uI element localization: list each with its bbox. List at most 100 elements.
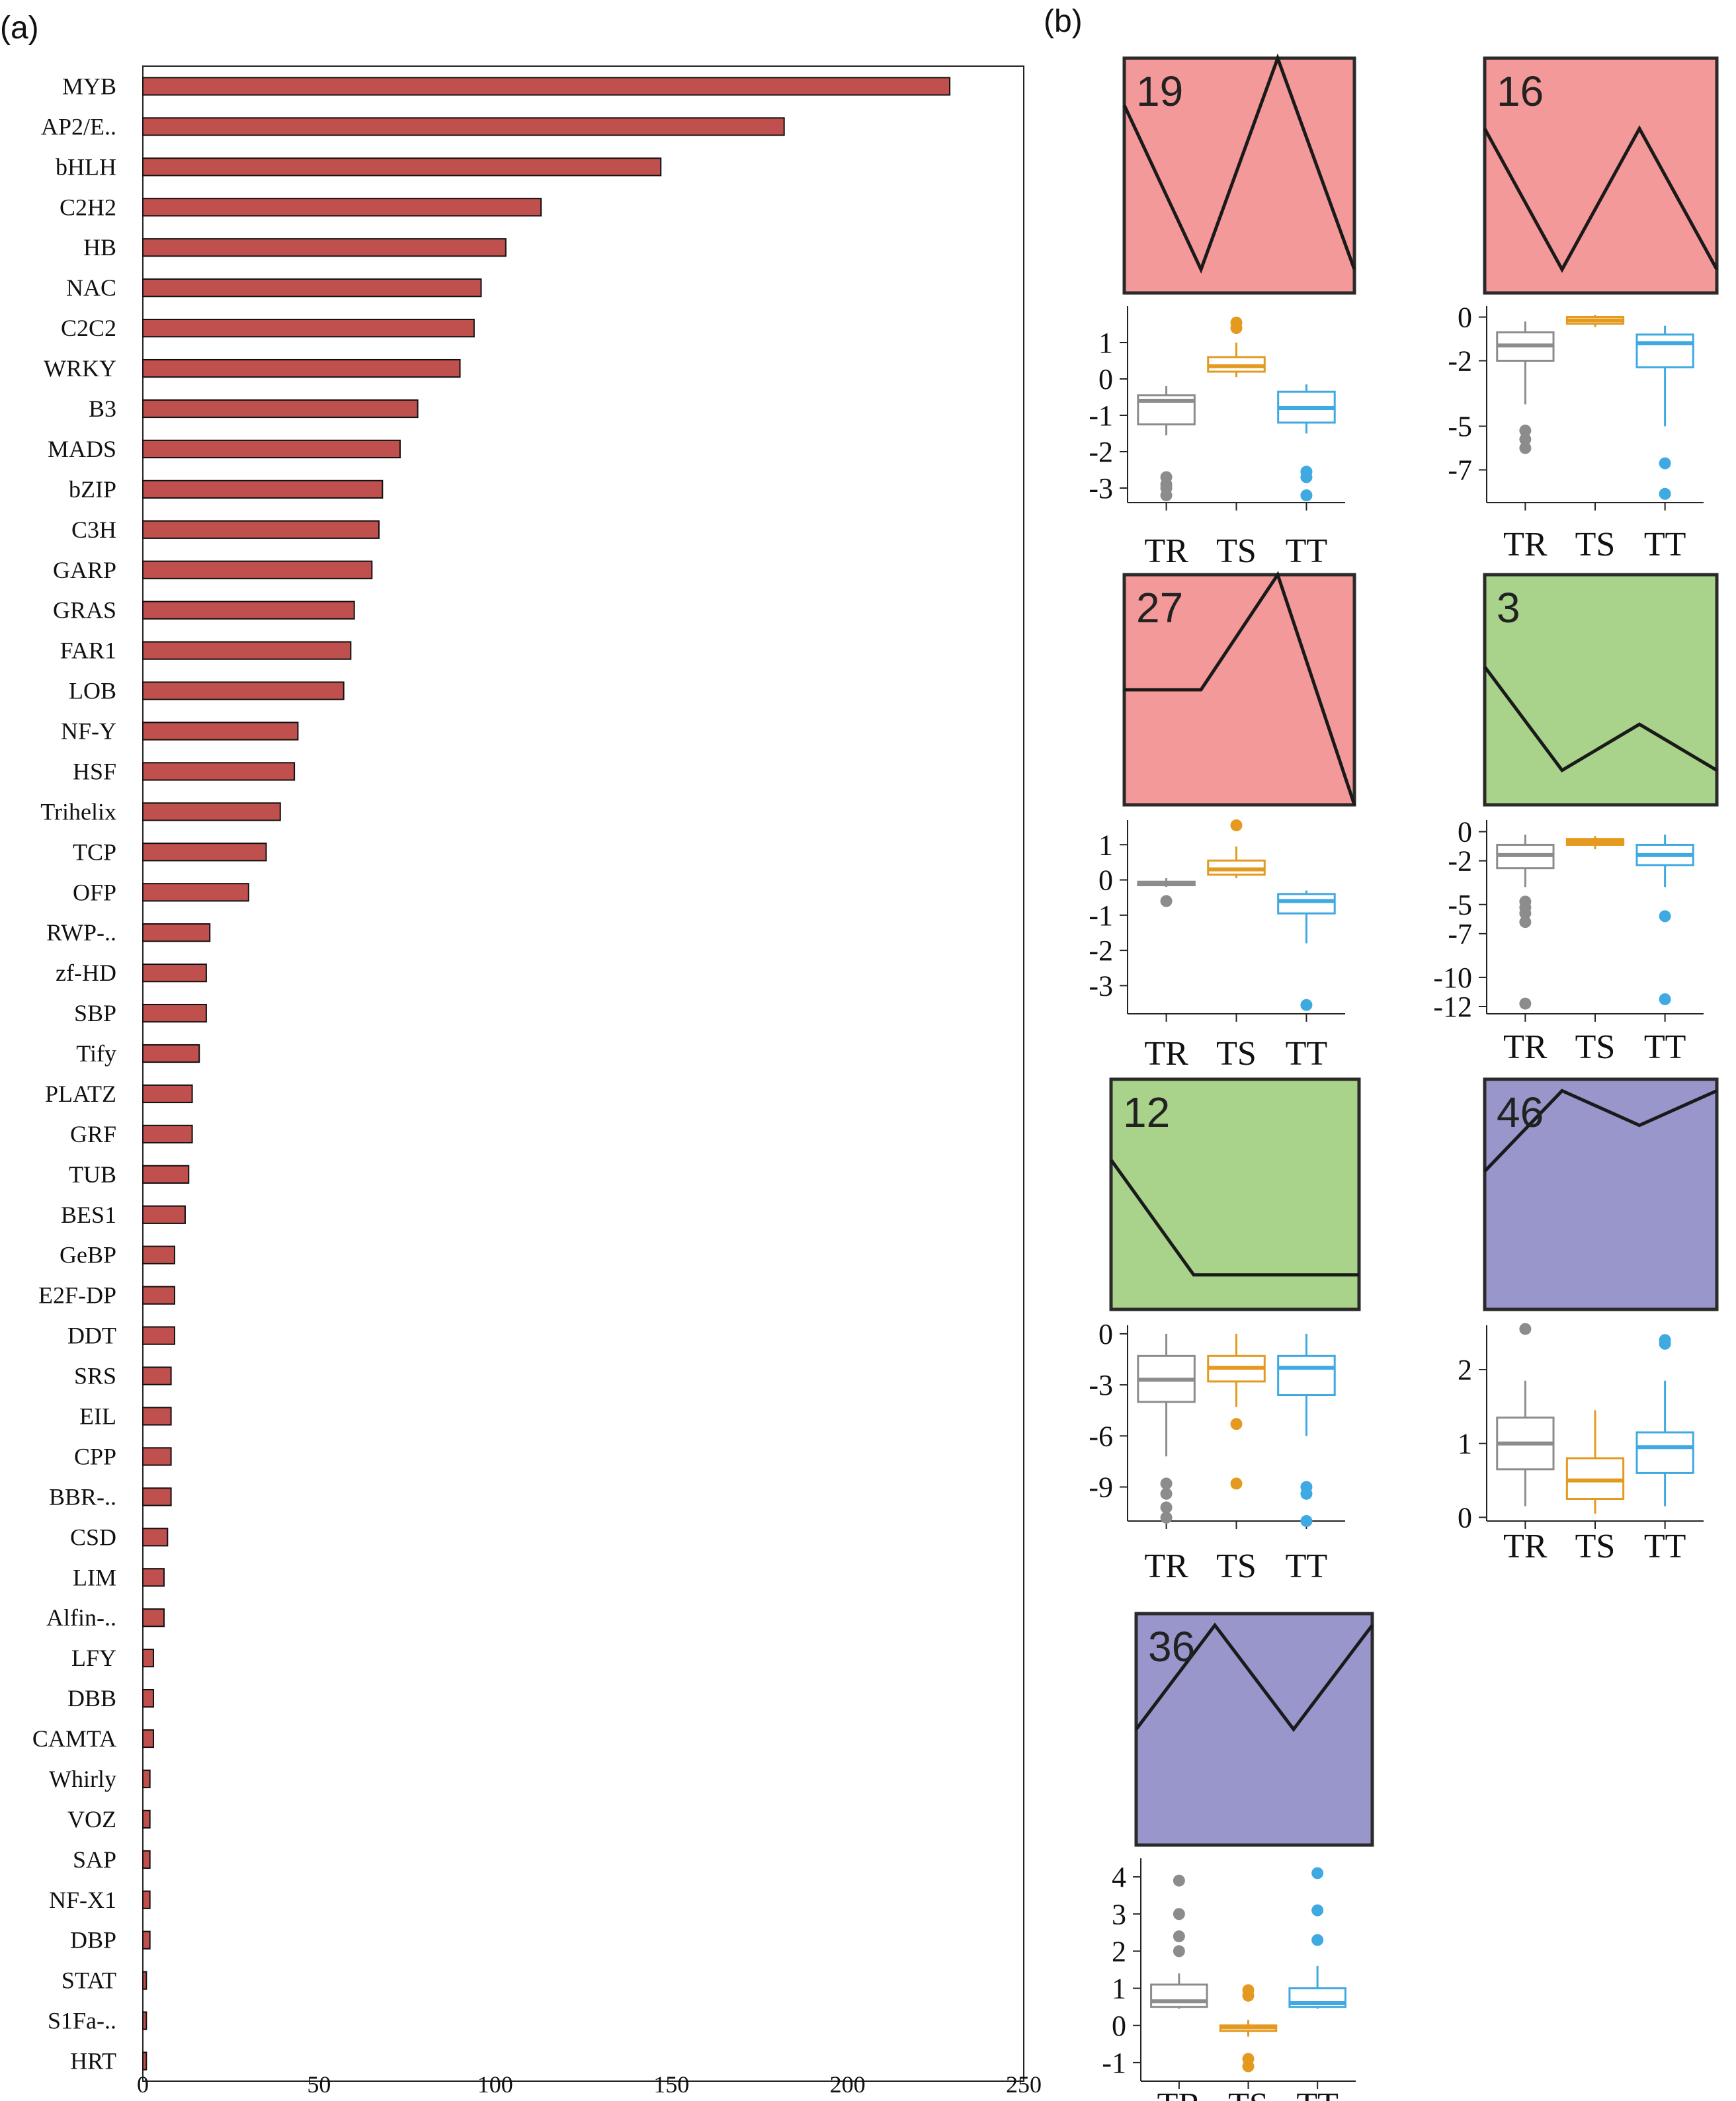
category-label: NF-X1 [49, 1887, 116, 1913]
bar [142, 520, 380, 539]
outlier-point [1659, 487, 1671, 500]
outlier-point [1160, 1511, 1173, 1524]
category-label: OFP [73, 879, 116, 905]
x-category-label: TR [1503, 1528, 1548, 1565]
category-label: Trihelix [40, 798, 116, 825]
cluster-number: 19 [1136, 67, 1183, 115]
bar [142, 1003, 207, 1023]
x-category-label: TT [1286, 1035, 1328, 1073]
bar [142, 439, 401, 459]
category-label: Alfin-.. [46, 1604, 116, 1631]
category-label: BBR-.. [49, 1483, 116, 1510]
bar [142, 560, 373, 579]
bar [142, 1930, 151, 1950]
panel-b-label: (b) [1044, 4, 1083, 39]
bar [142, 319, 475, 338]
x-category-label: TR [1503, 526, 1548, 563]
y-tick-label: -1 [1089, 399, 1113, 432]
y-tick-label: -2 [1089, 934, 1113, 967]
bar [142, 1971, 147, 1990]
category-label: C3H [71, 516, 116, 543]
x-tick-label: 200 [830, 2071, 866, 2098]
category-label: SAP [73, 1846, 116, 1873]
x-category-label: TR [1503, 1028, 1548, 1066]
x-category-label: TS [1216, 1035, 1257, 1073]
y-tick-label: -7 [1448, 918, 1472, 950]
bar [142, 278, 482, 298]
y-tick-label: 0 [1112, 2010, 1126, 2042]
bar [142, 802, 281, 821]
outlier-point [1659, 910, 1671, 923]
outlier-point [1311, 1904, 1324, 1916]
category-label: DDT [67, 1323, 116, 1349]
cluster-profile-box [1122, 56, 1356, 295]
bar [142, 1729, 154, 1749]
bar [142, 1447, 172, 1466]
outlier-point [1160, 489, 1173, 501]
outlier-point [1242, 2060, 1255, 2073]
outlier-point [1173, 1945, 1185, 1957]
cluster-profile-line [1483, 665, 1718, 773]
bar [142, 883, 249, 902]
outlier-point [1300, 489, 1313, 501]
bar [142, 721, 299, 741]
category-label: TUB [69, 1161, 116, 1188]
y-tick-label: 1 [1112, 1973, 1126, 2005]
bar [142, 1688, 154, 1708]
category-label: PLATZ [45, 1081, 116, 1107]
cluster-number: 27 [1136, 584, 1183, 632]
x-category-label: TT [1644, 1028, 1686, 1066]
cluster-number: 3 [1497, 584, 1520, 632]
bar [142, 238, 507, 257]
cluster-number: 36 [1148, 1623, 1195, 1670]
bar [142, 1809, 151, 1829]
category-label: bZIP [69, 476, 116, 503]
cluster-number: 12 [1123, 1089, 1170, 1136]
outlier-point [1160, 895, 1173, 907]
category-label: NF-Y [61, 718, 116, 745]
bar [142, 77, 951, 96]
cluster-number: 16 [1497, 67, 1544, 115]
x-category-label: TS [1575, 1028, 1616, 1066]
bar [142, 1890, 151, 1909]
category-label: CSD [70, 1524, 116, 1550]
bar [142, 1568, 165, 1587]
outlier-point [1659, 457, 1671, 470]
y-tick-label: 0 [1098, 1318, 1113, 1350]
y-tick-label: 0 [1458, 816, 1472, 848]
category-label: Tify [76, 1040, 116, 1067]
outlier-point [1230, 316, 1243, 329]
y-tick-label: 0 [1098, 864, 1113, 897]
bar [142, 1528, 169, 1547]
category-label: MADS [48, 436, 116, 462]
y-tick-label: -2 [1448, 845, 1472, 878]
bar [142, 399, 419, 419]
y-tick-label: 1 [1458, 1428, 1472, 1460]
cluster-profile-line [1122, 53, 1356, 274]
y-tick-label: 2 [1458, 1354, 1472, 1386]
outlier-point [1160, 1501, 1173, 1514]
cluster-profile-line [1483, 125, 1719, 273]
category-label: WRKY [44, 355, 116, 382]
bar [142, 1487, 172, 1506]
category-label: BES1 [61, 1202, 116, 1228]
outlier-point [1519, 1323, 1532, 1335]
x-tick-label: 250 [1006, 2071, 1042, 2098]
x-category-label: TR [1144, 1035, 1188, 1073]
y-tick-label: 3 [1112, 1898, 1126, 1930]
category-label: C2C2 [61, 315, 116, 341]
category-label: RWP-.. [46, 919, 116, 946]
outlier-point [1519, 425, 1532, 437]
x-category-label: TS [1575, 1528, 1616, 1565]
y-tick-label: -1 [1089, 899, 1113, 932]
bar [142, 1084, 193, 1104]
bar [142, 1326, 175, 1345]
category-label: E2F-DP [38, 1282, 116, 1309]
box-tt [1635, 1431, 1694, 1474]
bar [142, 117, 785, 136]
outlier-point [1300, 1515, 1313, 1527]
box-tt [1635, 333, 1694, 368]
bar [142, 1366, 172, 1385]
cluster-profile-line [1483, 1089, 1718, 1173]
y-tick-label: 4 [1112, 1861, 1126, 1893]
